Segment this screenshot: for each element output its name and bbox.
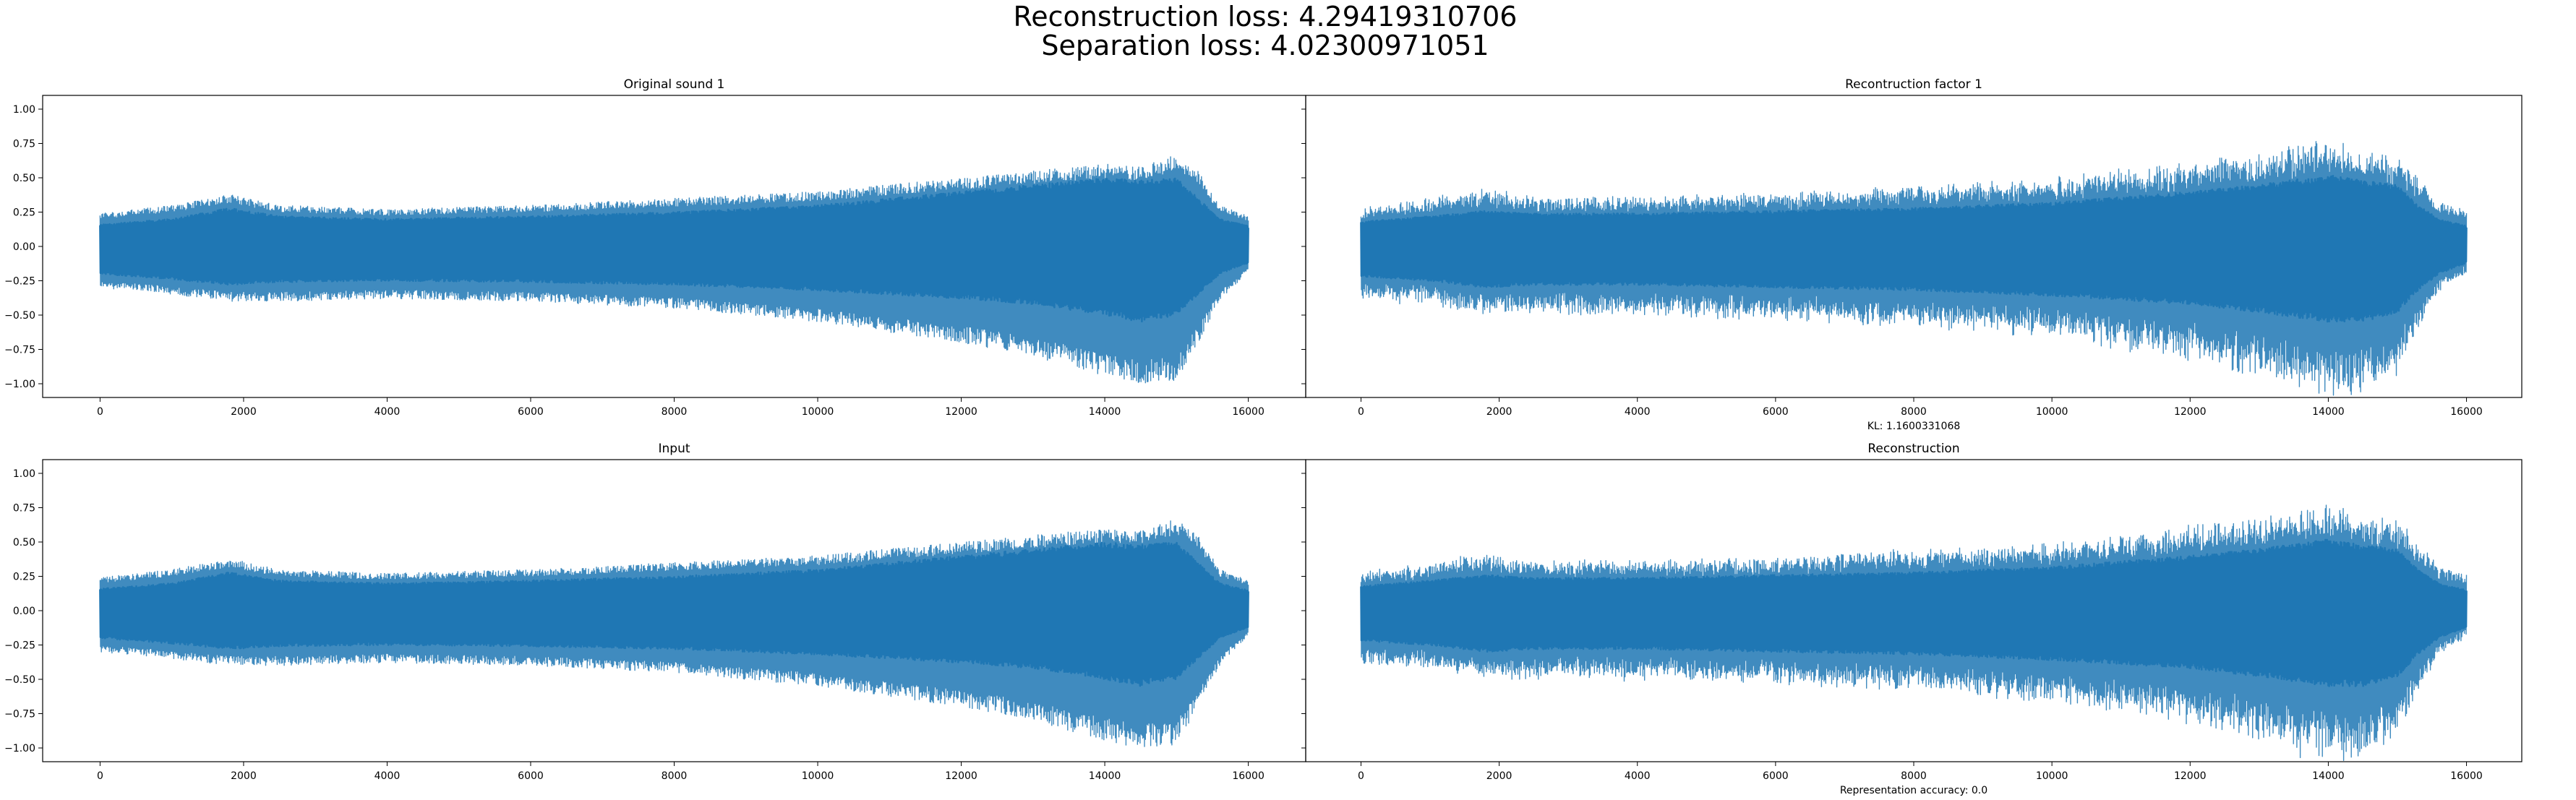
x-tick-label-original-sound-1: 10000: [802, 406, 834, 418]
y-tick-label-original-sound-1: 0.50: [13, 173, 35, 184]
x-tick-label-reconstruction-factor-1: 14000: [2312, 406, 2345, 418]
x-tick-label-reconstruction-factor-1: 4000: [1625, 406, 1651, 418]
suptitle-line2: Separation loss: 4.02300971051: [1041, 30, 1489, 61]
x-tick-label-reconstruction-factor-1: 16000: [2450, 406, 2483, 418]
series-line-core-reconstruction-factor-1: [1360, 175, 2468, 323]
series-line-core-original-sound-1: [99, 177, 1249, 323]
series-line-core-reconstruction: [1360, 538, 2468, 687]
x-tick-label-reconstruction: 6000: [1763, 770, 1789, 782]
x-axis-label-reconstruction-factor-1: KL: 1.1600331068: [1867, 421, 1961, 432]
x-tick-label-input: 0: [97, 770, 103, 782]
y-tick-label-input: 0.25: [13, 572, 35, 583]
y-tick-label-original-sound-1: −0.75: [4, 345, 35, 356]
x-tick-label-reconstruction-factor-1: 8000: [1901, 406, 1927, 418]
y-tick-label-original-sound-1: −0.25: [4, 276, 35, 288]
y-tick-label-original-sound-1: 0.00: [13, 241, 35, 253]
x-tick-label-original-sound-1: 4000: [375, 406, 401, 418]
x-tick-label-original-sound-1: 16000: [1232, 406, 1265, 418]
y-tick-label-original-sound-1: −1.00: [4, 379, 35, 390]
x-tick-label-reconstruction-factor-1: 12000: [2174, 406, 2207, 418]
x-tick-label-input: 14000: [1089, 770, 1121, 782]
x-tick-label-reconstruction: 12000: [2174, 770, 2207, 782]
x-tick-label-reconstruction: 4000: [1625, 770, 1651, 782]
x-tick-label-input: 10000: [802, 770, 834, 782]
y-tick-label-input: 1.00: [13, 468, 35, 480]
x-tick-label-reconstruction-factor-1: 6000: [1763, 406, 1789, 418]
axes-layer: Original sound 1 0 2000 4000 6000 8000 10000 12…: [4, 77, 2522, 796]
x-tick-label-reconstruction: 8000: [1901, 770, 1927, 782]
axes-title-input: Input: [658, 442, 690, 456]
y-tick-label-input: 0.00: [13, 606, 35, 617]
x-tick-label-original-sound-1: 0: [97, 406, 103, 418]
y-tick-label-input: 0.50: [13, 537, 35, 549]
x-tick-label-original-sound-1: 2000: [231, 406, 257, 418]
x-tick-label-input: 16000: [1232, 770, 1265, 782]
x-tick-label-reconstruction-factor-1: 0: [1358, 406, 1364, 418]
x-tick-label-input: 2000: [231, 770, 257, 782]
x-tick-label-reconstruction-factor-1: 2000: [1486, 406, 1512, 418]
y-tick-label-input: −0.50: [4, 674, 35, 686]
x-tick-label-input: 6000: [518, 770, 544, 782]
axes-input: Input 0 2000 4000 6000 8000 10000 12000 14000 160…: [4, 442, 1306, 782]
y-tick-label-original-sound-1: −0.50: [4, 310, 35, 322]
axes-title-reconstruction: Reconstruction: [1867, 442, 1959, 456]
x-tick-label-input: 4000: [375, 770, 401, 782]
y-tick-label-input: −1.00: [4, 743, 35, 754]
axes-title-original-sound-1: Original sound 1: [624, 77, 725, 92]
x-tick-label-input: 8000: [662, 770, 688, 782]
y-tick-label-original-sound-1: 0.75: [13, 139, 35, 150]
x-tick-label-reconstruction: 2000: [1486, 770, 1512, 782]
x-tick-label-reconstruction-factor-1: 10000: [2036, 406, 2068, 418]
x-tick-label-reconstruction: 16000: [2450, 770, 2483, 782]
x-tick-label-original-sound-1: 14000: [1089, 406, 1121, 418]
axes-reconstruction: Reconstruction 0 2000 4000 6000 8000 10000 1200…: [1301, 442, 2522, 796]
series-line-core-input: [99, 541, 1249, 687]
x-axis-label-reconstruction: Representation accuracy: 0.0: [1840, 785, 1987, 796]
y-tick-label-input: 0.75: [13, 503, 35, 515]
y-tick-label-input: −0.75: [4, 709, 35, 721]
x-tick-label-original-sound-1: 8000: [662, 406, 688, 418]
x-tick-label-original-sound-1: 6000: [518, 406, 544, 418]
y-tick-label-input: −0.25: [4, 640, 35, 652]
x-tick-label-original-sound-1: 12000: [945, 406, 977, 418]
y-tick-label-original-sound-1: 1.00: [13, 104, 35, 116]
x-tick-label-reconstruction: 10000: [2036, 770, 2068, 782]
y-tick-label-original-sound-1: 0.25: [13, 207, 35, 219]
axes-title-reconstruction-factor-1: Recontruction factor 1: [1845, 77, 1982, 92]
x-tick-label-reconstruction: 14000: [2312, 770, 2345, 782]
x-tick-label-reconstruction: 0: [1358, 770, 1364, 782]
suptitle-line1: Reconstruction loss: 4.29419310706: [1014, 1, 1518, 33]
x-tick-label-input: 12000: [945, 770, 977, 782]
axes-reconstruction-factor-1: Recontruction factor 1 0 2000 4000 6000 8000 1…: [1301, 77, 2522, 432]
